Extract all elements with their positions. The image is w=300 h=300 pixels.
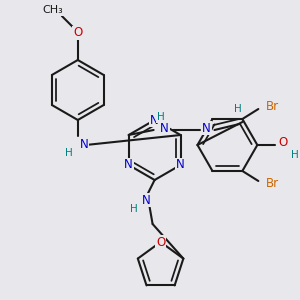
Text: N: N [80, 139, 88, 152]
Text: H: H [233, 104, 241, 114]
Text: N: N [150, 113, 159, 127]
Text: Br: Br [266, 178, 279, 190]
Text: N: N [142, 194, 151, 206]
Text: H: H [65, 148, 73, 158]
Text: O: O [279, 136, 288, 149]
Text: CH₃: CH₃ [43, 5, 63, 15]
Text: O: O [156, 236, 165, 248]
Text: Br: Br [266, 100, 279, 112]
Text: O: O [73, 26, 83, 40]
Text: H: H [130, 204, 137, 214]
Text: N: N [124, 158, 133, 172]
Text: H: H [157, 112, 164, 122]
Text: N: N [176, 158, 185, 172]
Text: N: N [202, 122, 211, 134]
Text: N: N [160, 122, 169, 134]
Text: H: H [291, 150, 299, 160]
